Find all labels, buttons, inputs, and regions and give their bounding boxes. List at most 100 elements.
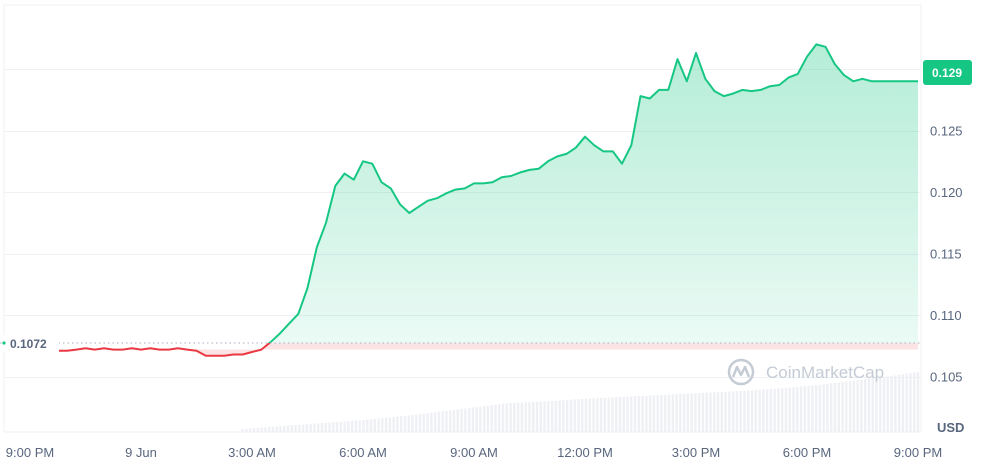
volume-bar <box>294 425 297 432</box>
volume-bar <box>460 408 463 432</box>
volume-bar <box>415 414 418 432</box>
volume-bar <box>630 396 633 432</box>
volume-bar <box>686 393 690 432</box>
volume-bar <box>648 395 652 432</box>
x-axis: 9:00 PM 9 Jun 3:00 AM 6:00 AM 9:00 AM 12:00 P… <box>6 445 942 460</box>
volume-bar <box>739 391 742 432</box>
volume-bar <box>894 375 897 432</box>
reference-marker: 0.1072 <box>2 335 59 352</box>
volume-bar <box>324 422 327 432</box>
volume-bar <box>690 393 693 432</box>
volume-bar <box>709 392 712 432</box>
volume-bar <box>569 399 573 432</box>
volume-bar <box>535 401 539 432</box>
volume-bar <box>762 389 765 432</box>
volume-bar <box>773 388 776 432</box>
volume-bar <box>814 385 818 432</box>
volume-bar <box>694 393 697 432</box>
volume-bar <box>392 416 395 432</box>
volume-bar <box>290 425 293 432</box>
x-tick-label: 9 Jun <box>125 445 157 460</box>
volume-bar <box>339 421 343 432</box>
volume-bar <box>716 392 720 432</box>
volume-bar <box>388 417 392 432</box>
volume-bar <box>750 390 754 432</box>
volume-bar <box>490 405 493 432</box>
volume-bar <box>241 429 244 432</box>
volume-bar <box>852 380 856 432</box>
watermark-text: CoinMarketCap <box>766 363 884 382</box>
volume-bar <box>626 396 629 432</box>
volume-bar <box>286 425 290 432</box>
volume-bar <box>588 398 592 432</box>
volume-bar <box>671 394 674 432</box>
volume-bar <box>679 394 682 432</box>
volume-bar <box>705 392 708 432</box>
volume-bar <box>305 424 309 432</box>
volume-bar <box>799 386 803 432</box>
volume-bar <box>641 395 644 432</box>
volume-bar <box>562 400 565 432</box>
x-tick-label: 6:00 PM <box>783 445 831 460</box>
volume-bar <box>547 401 550 432</box>
volume-bar <box>916 372 920 432</box>
volume-bar <box>252 428 256 432</box>
volume-bar <box>513 402 516 432</box>
volume-bar <box>875 377 878 432</box>
volume-bar <box>309 423 312 432</box>
volume-bar <box>758 389 761 432</box>
volume-bar <box>267 427 271 432</box>
volume-bar <box>879 377 882 432</box>
x-tick-label: 3:00 PM <box>672 445 720 460</box>
volume-bar <box>532 401 535 432</box>
volume-bar <box>347 421 350 432</box>
price-area-below <box>39 343 918 356</box>
volume-bar <box>298 424 301 432</box>
volume-bar <box>433 412 437 432</box>
volume-bar <box>279 426 282 432</box>
volume-bar <box>890 375 893 432</box>
volume-bar <box>784 387 788 432</box>
volume-bar <box>422 413 426 432</box>
volume-bar <box>822 384 825 432</box>
volume-bar <box>332 422 335 432</box>
volume-bar <box>909 373 912 432</box>
volume-bar <box>505 403 509 432</box>
volume-bar <box>603 397 607 432</box>
volume-bar <box>320 423 324 432</box>
volume-bar <box>675 394 678 432</box>
volume-bar <box>882 376 886 432</box>
volume-bar <box>445 410 448 432</box>
volume-bar <box>863 379 867 432</box>
volume-bar <box>528 402 531 432</box>
volume-bar <box>897 374 901 432</box>
y-tick-label: 0.110 <box>930 308 962 323</box>
volume-bar <box>381 418 384 432</box>
volume-bar <box>418 414 422 432</box>
volume-bar <box>656 395 659 432</box>
volume-bar <box>701 392 705 432</box>
volume-bar <box>901 374 905 432</box>
volume-bar <box>592 398 595 432</box>
volume-bar <box>441 411 444 432</box>
volume-bar <box>501 403 505 432</box>
volume-bar <box>618 397 622 432</box>
volume-bar <box>452 409 456 432</box>
volume-bar <box>743 390 746 432</box>
volume-bar <box>384 417 388 432</box>
volume-bar <box>724 391 727 432</box>
x-tick-label: 9:00 PM <box>894 445 942 460</box>
volume-bar <box>464 408 467 432</box>
volume-bar <box>720 391 724 432</box>
coinmarketcap-logo-icon <box>727 358 755 386</box>
volume-bar <box>411 415 414 432</box>
volume-bar <box>807 385 810 432</box>
volume-bar <box>456 409 459 432</box>
volume-bar <box>437 411 441 432</box>
volume-bar <box>735 391 739 432</box>
volume-bar <box>494 404 497 432</box>
volume-layer <box>241 372 920 432</box>
volume-bar <box>426 413 429 432</box>
volume-bar <box>731 391 735 432</box>
